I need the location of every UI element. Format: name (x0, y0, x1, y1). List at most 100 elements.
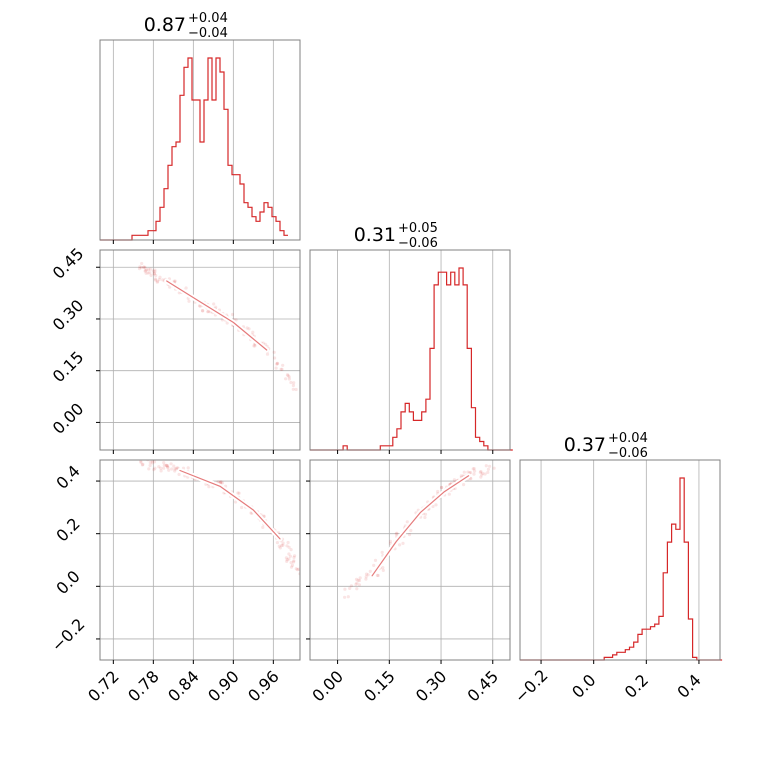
sample-point (479, 475, 483, 479)
panel-frame (309, 249, 511, 451)
sample-point (142, 265, 146, 269)
sample-point (148, 460, 152, 465)
sample-point (186, 466, 190, 470)
sample-point (289, 565, 294, 569)
sample-point (373, 558, 378, 563)
sample-point (167, 468, 171, 472)
correlation-panel-0 (99, 249, 301, 451)
sample-point (285, 544, 289, 548)
xtick-label: 0.00 (308, 667, 347, 706)
sample-point (292, 560, 296, 564)
sample-point (162, 461, 166, 465)
sample-point (447, 492, 451, 496)
panel-title-plus: +0.05 (398, 221, 438, 236)
sample-point (409, 528, 413, 533)
hist-panel-2: 0.37 +0.04−0.06 (519, 431, 723, 661)
sample-point (486, 470, 490, 474)
sample-point (165, 464, 169, 468)
sample-point (279, 367, 283, 371)
sample-point (145, 268, 149, 272)
panel-title-value: 0.87 (144, 14, 186, 36)
xtick-label: 0.45 (464, 667, 503, 706)
contour-outer (371, 474, 470, 577)
sample-point (162, 466, 166, 470)
sample-point (289, 380, 293, 385)
sample-point (401, 541, 405, 546)
sample-point (478, 470, 482, 474)
sample-point (172, 279, 176, 283)
sample-point (152, 272, 156, 276)
sample-point (234, 500, 238, 504)
sample-point (407, 533, 412, 537)
sample-point (137, 267, 142, 271)
sample-point (381, 566, 385, 570)
sample-point (473, 469, 477, 473)
sample-point (153, 270, 157, 274)
sample-point (198, 304, 202, 308)
sample-point (152, 272, 156, 276)
sample-point (388, 539, 393, 543)
sample-point (234, 318, 238, 322)
sample-point (156, 279, 160, 283)
ytick-label: −0.2 (48, 615, 89, 656)
sample-point (159, 466, 163, 470)
sample-point (139, 265, 143, 270)
sample-point (276, 361, 280, 365)
sample-point (439, 485, 444, 490)
sample-point (284, 377, 288, 381)
sample-point (395, 531, 399, 535)
sample-point (346, 595, 350, 599)
sample-point (144, 271, 148, 275)
sample-point (166, 466, 170, 470)
sample-point (153, 278, 158, 282)
sample-point (275, 362, 279, 366)
ytick-label: 0.30 (49, 296, 88, 335)
xtick-label: 0.15 (360, 667, 399, 706)
sample-point (170, 467, 174, 471)
ytick-label: 0.45 (49, 244, 88, 283)
sample-point (150, 461, 154, 465)
sample-point (165, 465, 170, 469)
sample-point (398, 543, 402, 547)
sample-point (164, 463, 168, 467)
sample-point (357, 583, 361, 587)
xtick-label: 0.96 (244, 667, 283, 706)
sample-point (149, 273, 153, 277)
contour-inner (371, 475, 470, 577)
correlation-panel-2 (309, 459, 511, 661)
sample-point (153, 466, 157, 470)
sample-point (294, 567, 298, 571)
sample-point (146, 271, 150, 275)
sample-point (152, 468, 156, 472)
ytick-label: 0.0 (52, 567, 83, 598)
sample-point (216, 480, 220, 484)
histogram-1 (310, 267, 513, 451)
sample-point (245, 326, 249, 330)
sample-point (372, 563, 376, 568)
sample-point (153, 277, 157, 281)
sample-point (288, 554, 292, 558)
sample-point (471, 467, 475, 471)
sample-point (262, 514, 266, 518)
sample-point (143, 266, 147, 270)
panel-frame (309, 459, 511, 661)
sample-point (236, 491, 240, 495)
xtick-label: 0.72 (84, 667, 123, 706)
sample-point (154, 273, 158, 278)
sample-point (150, 460, 154, 463)
hist-panel-0: 0.87 +0.04−0.04 (99, 11, 301, 241)
sample-point (285, 373, 290, 377)
panel-title-minus: −0.06 (398, 236, 438, 251)
sample-point (272, 350, 276, 354)
sample-point (287, 545, 291, 549)
sample-point (349, 584, 353, 588)
sample-point (147, 467, 151, 471)
sample-point (356, 578, 360, 582)
sample-point (142, 265, 146, 269)
correlation-panel-1 (99, 459, 301, 661)
sample-point (483, 472, 487, 476)
sample-point (138, 265, 142, 269)
sample-point (148, 463, 152, 468)
sample-point (452, 478, 456, 482)
sample-point (286, 540, 290, 545)
